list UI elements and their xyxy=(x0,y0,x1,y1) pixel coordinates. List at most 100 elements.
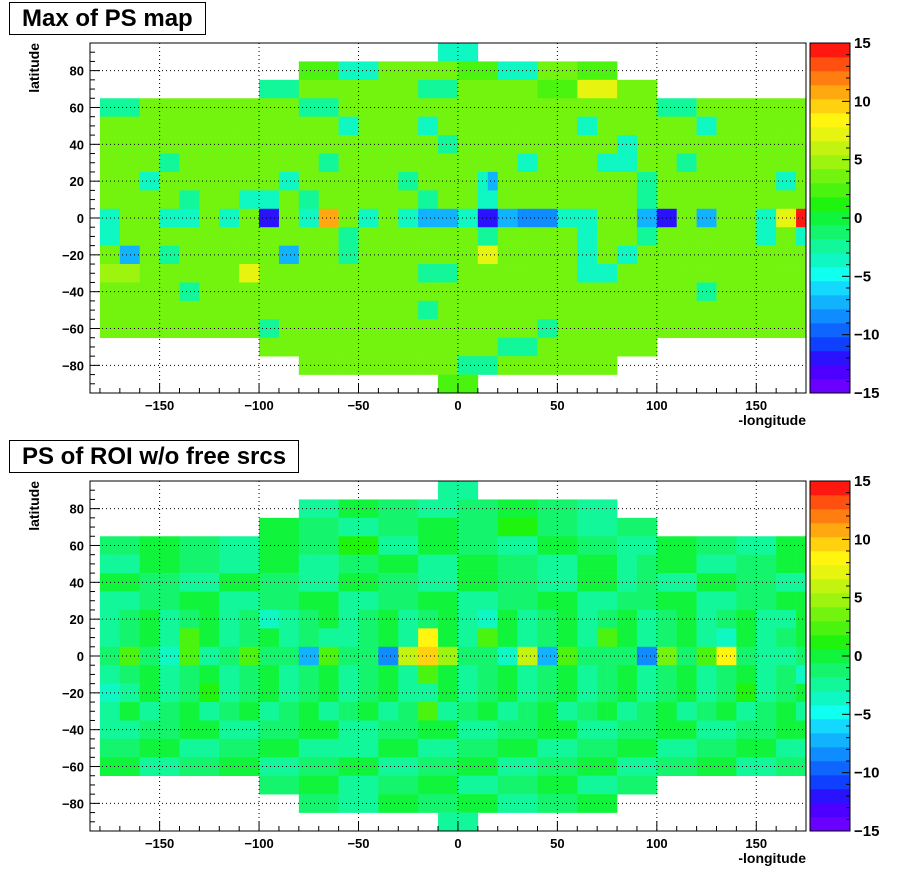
y-tick-label: 80 xyxy=(70,64,84,79)
heatmap-cell xyxy=(348,702,359,721)
heatmap-cell xyxy=(527,646,538,666)
heatmap-cell xyxy=(418,554,439,574)
heatmap-cell xyxy=(666,628,678,648)
heatmap-cell xyxy=(119,208,131,228)
heatmap-cell xyxy=(716,591,737,611)
heatmap-cell xyxy=(557,227,568,246)
heatmap-cell xyxy=(338,757,359,777)
heatmap-cell xyxy=(139,135,160,154)
heatmap-cell xyxy=(438,481,459,500)
palette-tick-label: 5 xyxy=(854,152,862,169)
heatmap-cell xyxy=(199,282,220,302)
heatmap-cell xyxy=(398,153,419,173)
heatmap-cell xyxy=(199,683,210,703)
heatmap-cell xyxy=(338,264,349,283)
heatmap-cell xyxy=(348,264,359,283)
heatmap-cell xyxy=(378,702,389,721)
heatmap-cell xyxy=(686,264,697,283)
heatmap-cell xyxy=(149,702,160,721)
heatmap-cell xyxy=(239,738,260,758)
heatmap-cell xyxy=(636,135,658,154)
heatmap-cell xyxy=(249,628,260,648)
heatmap-cell xyxy=(239,227,250,246)
heatmap-cell xyxy=(378,116,399,136)
heatmap-cell xyxy=(507,702,518,721)
heatmap-chart: −150 −100 −50 0 50 100 150−80−60−40−2002040608… xyxy=(26,473,879,866)
heatmap-cell xyxy=(159,116,180,136)
heatmap-cell xyxy=(607,208,618,228)
heatmap-cell xyxy=(477,573,499,592)
heatmap-cell xyxy=(716,738,737,758)
heatmap-cell xyxy=(487,264,499,283)
heatmap-cell xyxy=(696,171,707,191)
heatmap-cell xyxy=(408,683,419,703)
heatmap-cell xyxy=(597,554,618,574)
heatmap-cell xyxy=(497,775,538,795)
heatmap-cell xyxy=(99,591,121,611)
heatmap-cell xyxy=(318,208,329,228)
heatmap-cell xyxy=(716,300,737,320)
heatmap-cell xyxy=(328,264,339,283)
heatmap-cell xyxy=(328,609,339,629)
heatmap-cell xyxy=(179,536,200,555)
heatmap-cell xyxy=(318,757,339,777)
heatmap-cell xyxy=(139,609,150,629)
heatmap-cell xyxy=(487,208,499,228)
heatmap-cell xyxy=(457,61,499,81)
heatmap-cell xyxy=(617,135,638,154)
heatmap-cell xyxy=(418,665,429,684)
x-tick-label: −150 xyxy=(145,398,174,413)
heatmap-cell xyxy=(487,646,499,666)
heatmap-cell xyxy=(507,683,518,703)
heatmap-cell xyxy=(408,264,419,283)
heatmap-cell xyxy=(736,738,757,758)
x-tick-label: −100 xyxy=(244,836,273,851)
heatmap-cell xyxy=(527,628,538,648)
heatmap-cell xyxy=(706,208,717,228)
heatmap-cell xyxy=(557,282,578,302)
heatmap-cell xyxy=(199,646,210,666)
heatmap-cell xyxy=(666,264,678,283)
heatmap-cell xyxy=(557,665,568,684)
heatmap-cell xyxy=(497,116,518,136)
heatmap-cell xyxy=(577,591,598,611)
heatmap-cell xyxy=(179,264,190,283)
heatmap-cell xyxy=(179,665,190,684)
heatmap-cell xyxy=(418,628,429,648)
heatmap-cell xyxy=(577,517,618,537)
heatmap-cell xyxy=(129,190,141,210)
heatmap-cell xyxy=(378,720,399,740)
heatmap-cell xyxy=(656,554,678,574)
heatmap-cell xyxy=(557,536,578,555)
heatmap-cell xyxy=(338,135,359,154)
heatmap-cell xyxy=(378,775,419,795)
heatmap-cell xyxy=(607,702,618,721)
heatmap-cell xyxy=(477,227,489,246)
heatmap-cell xyxy=(517,190,528,210)
heatmap-cell xyxy=(318,227,329,246)
heatmap-cell xyxy=(99,738,121,758)
heatmap-cell xyxy=(746,227,757,246)
heatmap-cell xyxy=(457,609,469,629)
heatmap-cell xyxy=(259,116,280,136)
heatmap-cell xyxy=(507,245,518,265)
heatmap-cell xyxy=(577,61,618,81)
palette-swatch xyxy=(810,57,850,72)
heatmap-cell xyxy=(179,282,200,302)
palette-swatch xyxy=(810,565,850,580)
heatmap-cell xyxy=(477,536,499,555)
heatmap-cell xyxy=(199,573,220,592)
heatmap-cell xyxy=(259,757,280,777)
heatmap-cell xyxy=(796,646,806,666)
heatmap-cell xyxy=(109,609,121,629)
heatmap-cell xyxy=(537,517,578,537)
heatmap-cell xyxy=(209,628,220,648)
heatmap-cell xyxy=(418,702,429,721)
heatmap-cell xyxy=(796,135,806,154)
heatmap-cell xyxy=(388,264,399,283)
heatmap-cell xyxy=(666,702,678,721)
heatmap-cell xyxy=(358,208,369,228)
heatmap-cell xyxy=(487,702,499,721)
heatmap-cell xyxy=(348,683,359,703)
palette-swatch xyxy=(810,169,850,184)
